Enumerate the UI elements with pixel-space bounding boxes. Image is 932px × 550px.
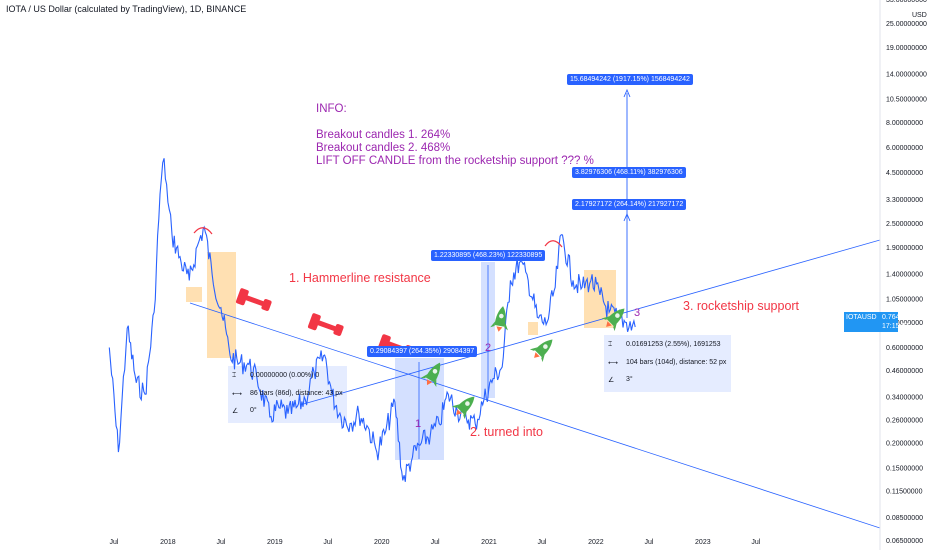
y-tick-label: 14.00000000	[886, 71, 927, 78]
y-tick-label: 33.00000000	[886, 0, 927, 4]
x-tick-label: 2021	[481, 539, 497, 546]
marker-1: 1	[415, 418, 422, 430]
measure-stats-2[interactable]: ⌶ 0.01691253 (2.55%), 1691253 ⟷ 104 bars…	[604, 335, 731, 392]
x-tick-label: 2020	[374, 539, 390, 546]
x-tick-label: 2019	[267, 539, 283, 546]
y-tick-label: 0.08500000	[886, 515, 923, 522]
info-line-1: Breakout candles 1. 264%	[316, 129, 451, 141]
x-tick-label: Jul	[323, 539, 332, 546]
y-tick-label: 0.15000000	[886, 465, 923, 472]
price-tag-countdown: 17:15:07	[882, 323, 910, 330]
y-tick-label: 0.06500000	[886, 538, 923, 545]
info-note[interactable]: INFO: Breakout candles 1. 264% Breakout …	[316, 103, 594, 168]
stat-range-icon: ⌶	[232, 372, 237, 379]
price-tag-symbol: IOTAUSD	[846, 314, 877, 321]
top-arc	[193, 227, 213, 235]
y-tick-label: 0.11500000	[886, 489, 923, 496]
x-tick-label: Jul	[431, 539, 440, 546]
y-tick-label: 6.00000000	[886, 145, 923, 152]
stats-2-line-3: 3°	[626, 376, 633, 383]
stat-angle-icon: ∠	[608, 377, 615, 384]
stats-2-line-1: 0.01691253 (2.55%), 1691253	[626, 341, 721, 348]
rocket-icon	[420, 362, 441, 388]
y-tick-label: 0.80000000	[886, 320, 923, 327]
rocketship-support-line	[299, 239, 880, 406]
target-label-1[interactable]: 15.68494242 (1917.15%) 1568494242	[567, 74, 693, 85]
stat-bars-icon: ⟷	[608, 360, 619, 367]
price-line-layer	[108, 158, 636, 482]
stats-1-line-3: 0°	[250, 407, 257, 414]
price-series-line	[108, 158, 636, 482]
info-line-2: Breakout candles 2. 468%	[316, 142, 451, 154]
rocketship-label[interactable]: 3. rocketship support	[683, 299, 800, 313]
stats-2-line-2: 104 bars (104d), distance: 52 px	[626, 359, 727, 366]
price-tag-price: 0.76492373	[882, 314, 919, 321]
stat-range-icon: ⌶	[608, 341, 613, 348]
orange-zone	[528, 322, 538, 335]
turned-into-label[interactable]: 2. turned into	[470, 425, 543, 439]
y-tick-label: 1.05000000	[886, 296, 923, 303]
rocket-icon	[601, 308, 625, 332]
target-label-3[interactable]: 2.17927172 (264.14%) 217927172	[572, 199, 687, 210]
y-tick-label: 2.50000000	[886, 221, 923, 228]
y-tick-label: 0.46000000	[886, 368, 923, 375]
chart-title: IOTA / US Dollar (calculated by TradingV…	[6, 4, 247, 14]
stats-1-line-2: 86 bars (86d), distance: 43 px	[250, 390, 343, 397]
x-tick-label: Jul	[751, 539, 760, 546]
y-tick-label: 1.90000000	[886, 245, 923, 252]
hammer-icon	[235, 288, 272, 311]
marker-3: 3	[634, 307, 641, 319]
x-tick-label: 2022	[588, 539, 604, 546]
x-tick-label: 2018	[160, 539, 176, 546]
currency-label: USD	[912, 12, 927, 19]
y-tick-label: 3.30000000	[886, 197, 923, 204]
arrow-head-icon	[623, 212, 631, 222]
y-tick-label: 8.00000000	[886, 120, 923, 127]
measure-stats-1[interactable]: ⌶ 0.00000000 (0.00%) 0 ⟷ 86 bars (86d), …	[228, 366, 347, 423]
hammer-icon	[307, 313, 344, 336]
annotation-layer	[189, 88, 880, 529]
last-price-tag: IOTAUSD 0.76492373 17:15:07	[844, 312, 919, 332]
marker-2: 2	[485, 342, 492, 354]
y-tick-label: 0.60000000	[886, 345, 923, 352]
x-tick-label: 2023	[695, 539, 711, 546]
hammerline-label[interactable]: 1. Hammerline resistance	[289, 271, 431, 285]
stat-bars-icon: ⟷	[232, 391, 243, 398]
y-tick-label: 19.00000000	[886, 45, 927, 52]
y-tick-label: 0.26000000	[886, 418, 923, 425]
target-label-2[interactable]: 3.82976306 (468.11%) 382976306	[572, 167, 686, 178]
measure-label-1[interactable]: 0.29084397 (264.35%) 29084397	[367, 346, 478, 357]
y-tick-label: 25.00000000	[886, 21, 927, 28]
rocket-icon	[451, 396, 475, 420]
top-arc	[544, 240, 563, 248]
y-tick-label: 1.40000000	[886, 271, 923, 278]
hammerline-resistance-line	[189, 302, 880, 529]
y-tick-label: 0.34000000	[886, 394, 923, 401]
info-title: INFO:	[316, 103, 347, 115]
x-tick-label: Jul	[216, 539, 225, 546]
x-tick-label: Jul	[538, 539, 547, 546]
x-tick-label: Jul	[644, 539, 653, 546]
orange-zone	[186, 287, 202, 302]
arrow-head-icon	[623, 88, 631, 98]
stats-1-line-1: 0.00000000 (0.00%) 0	[250, 372, 320, 379]
y-tick-label: 10.50000000	[886, 96, 927, 103]
price-axis: 60.0000000045.0000000033.0000000025.0000…	[886, 0, 927, 545]
time-axis: Jul 2018 Jul 2019 Jul 2020 Jul 2021 Jul 2022 Jul 20…	[110, 539, 761, 546]
y-tick-label: 0.20000000	[886, 440, 923, 447]
info-line-3: LIFT OFF CANDLE from the rocketship supp…	[316, 155, 594, 167]
stat-angle-icon: ∠	[232, 408, 239, 415]
y-tick-label: 4.50000000	[886, 170, 923, 177]
measure-label-2[interactable]: 1.22330895 (468.23%) 122330895	[431, 250, 546, 261]
x-tick-label: Jul	[110, 539, 119, 546]
rocket-icon	[529, 339, 553, 363]
